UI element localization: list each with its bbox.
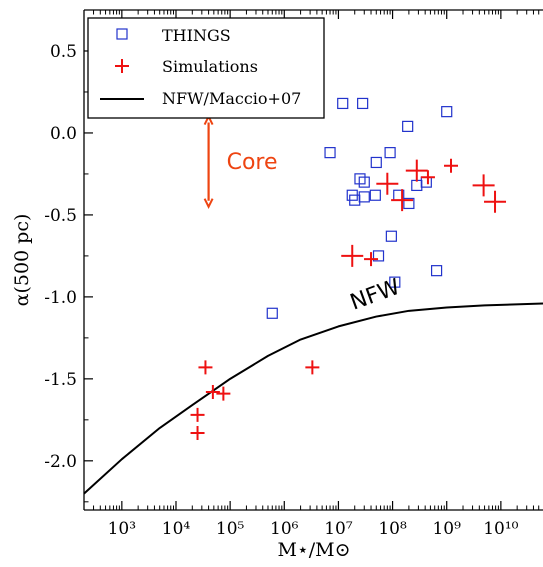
simulation-point <box>472 174 495 197</box>
x-tick-label: 10⁴ <box>162 519 191 539</box>
things-point <box>430 265 443 277</box>
data-points-layer <box>190 97 507 440</box>
things-point <box>441 106 453 118</box>
things-point <box>354 173 366 185</box>
things-point <box>324 147 336 159</box>
legend-simulations-marker <box>115 59 129 73</box>
simulation-point <box>364 252 379 267</box>
x-tick-label: 10⁸ <box>378 519 407 539</box>
simulation-point <box>190 425 205 440</box>
ticks-layer: 10³ 10⁴ 10⁵ 10⁶ 10⁷ 10⁸ 10⁹ 10¹⁰ 0.5 0.0 -0.5 -1.0 -… <box>44 9 540 539</box>
legend-nfw-label: NFW/Maccio+07 <box>162 89 301 108</box>
core-label: Core <box>227 150 278 175</box>
x-axis-label: M⋆/M⊙ <box>277 539 350 561</box>
y-tick-label: 0.0 <box>50 124 77 144</box>
x-tick-label: 10⁶ <box>270 519 299 539</box>
simulation-point <box>391 189 414 212</box>
things-point <box>358 191 370 203</box>
simulation-point <box>190 407 205 422</box>
y-tick-label: -2.0 <box>44 452 77 472</box>
things-point <box>402 120 414 132</box>
simulation-point <box>205 384 220 399</box>
core-arrow-head-down <box>203 198 214 209</box>
nfw-curve <box>83 302 543 495</box>
things-point <box>389 276 401 288</box>
legend: THINGS Simulations NFW/Maccio+07 <box>87 17 325 119</box>
y-tick-label: -0.5 <box>44 206 77 226</box>
things-point <box>357 97 369 110</box>
simulation-point <box>216 386 231 401</box>
simulation-point <box>198 360 213 375</box>
x-tick-label: 10¹⁰ <box>483 519 518 539</box>
things-point <box>337 97 349 110</box>
things-point <box>370 156 382 169</box>
nfw-curve-layer <box>83 302 543 495</box>
x-tick-label: 10⁷ <box>324 519 353 539</box>
things-point <box>403 197 415 210</box>
things-point <box>369 189 381 201</box>
simulation-point <box>341 244 364 267</box>
things-point <box>372 250 385 262</box>
things-point <box>266 307 278 319</box>
simulation-point <box>420 170 435 185</box>
simulation-point <box>305 360 320 375</box>
legend-things-marker <box>116 28 128 40</box>
x-tick-label: 10⁹ <box>432 519 461 539</box>
y-axis-label: α(500 pc) <box>11 214 33 307</box>
simulation-point <box>405 159 428 182</box>
y-tick-label: -1.5 <box>44 370 77 390</box>
y-tick-label: -1.0 <box>44 288 77 308</box>
x-tick-label: 10⁵ <box>216 519 245 539</box>
core-annotation: Core <box>203 114 278 209</box>
x-tick-label: 10³ <box>108 519 136 539</box>
things-point <box>358 176 370 188</box>
y-tick-label: 0.5 <box>50 42 77 62</box>
legend-things-label: THINGS <box>162 26 231 45</box>
simulation-point <box>376 172 399 195</box>
legend-simulations-label: Simulations <box>162 57 258 76</box>
things-point <box>384 147 396 159</box>
things-point <box>385 230 397 242</box>
simulation-point <box>484 190 507 213</box>
simulation-point <box>444 158 459 173</box>
